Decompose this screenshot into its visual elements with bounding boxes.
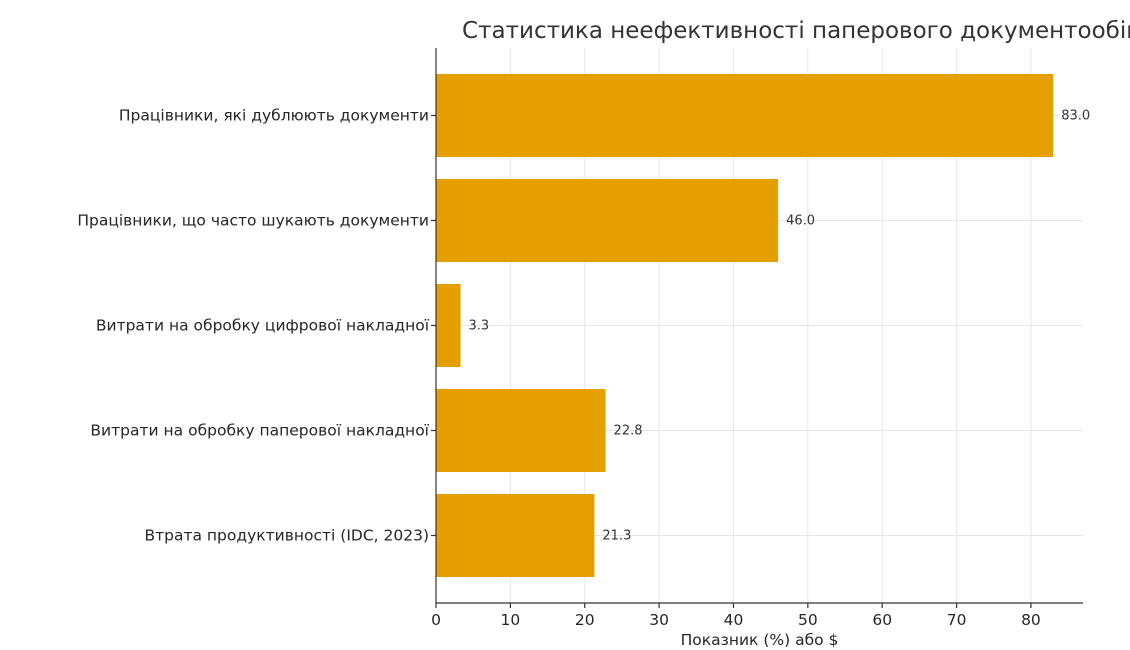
bar-value-label: 22.8 (614, 424, 643, 439)
bar (436, 284, 461, 367)
bar (436, 494, 595, 577)
x-tick-label: 30 (649, 611, 669, 629)
bar-value-label: 83.0 (1061, 109, 1090, 124)
category-label: Витрати на обробку цифрової накладної (96, 317, 430, 335)
category-label: Працівники, що часто шукають документи (77, 212, 429, 230)
x-tick-label: 10 (501, 611, 521, 629)
category-label: Працівники, які дублюють документи (119, 107, 429, 125)
x-tick-label: 70 (947, 611, 967, 629)
x-axis-title: Показник (%) або $ (681, 631, 839, 649)
x-tick-label: 40 (724, 611, 744, 629)
bar (436, 74, 1054, 157)
bar-layer (436, 74, 1054, 577)
bar (436, 179, 779, 262)
label-layer: 0 10 20 30 40 50 60 70 80 Працівники, які дублюют… (77, 107, 1090, 630)
chart-title: Статистика неефективності паперового док… (462, 18, 1130, 44)
category-label: Витрати на обробку паперової накладної (90, 422, 429, 440)
x-tick-label: 0 (431, 611, 441, 629)
x-tick-label: 50 (798, 611, 818, 629)
bar-value-label: 3.3 (469, 319, 490, 334)
bar-value-label: 21.3 (602, 529, 631, 544)
category-label: Втрата продуктивності (IDC, 2023) (144, 527, 429, 545)
x-tick-label: 60 (872, 611, 892, 629)
x-tick-label: 80 (1021, 611, 1041, 629)
bar (436, 389, 606, 472)
x-tick-label: 20 (575, 611, 595, 629)
bar-value-label: 46.0 (786, 214, 815, 229)
